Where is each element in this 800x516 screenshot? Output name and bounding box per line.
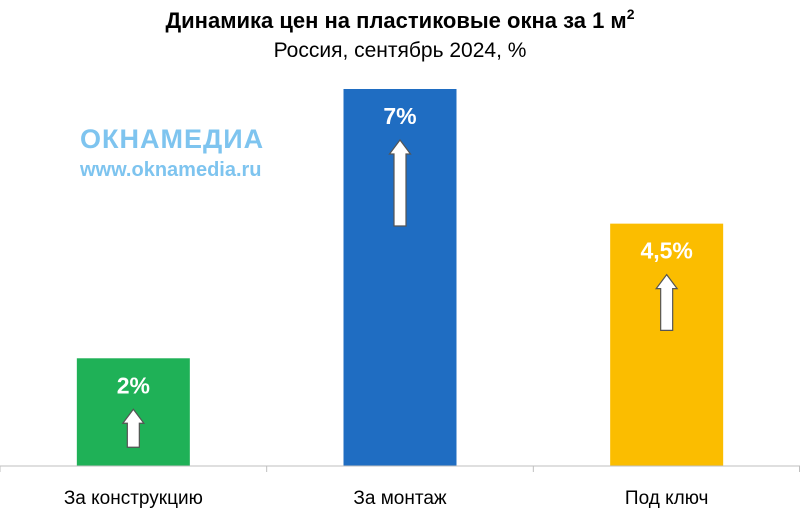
category-label-2: За монтаж — [353, 488, 446, 509]
bar-3 — [610, 223, 724, 466]
data-label-3: 4,5% — [640, 238, 692, 264]
chart-title-text: Динамика цен на пластиковые окна за 1 м — [165, 8, 627, 33]
watermark-url: www.oknamedia.ru — [80, 159, 262, 181]
category-label-1: За конструкцию — [64, 488, 203, 509]
up-arrow-icon — [654, 273, 679, 331]
category-label-3: Под ключ — [625, 488, 709, 509]
data-label-1: 2% — [117, 372, 150, 398]
chart-title-superscript: 2 — [626, 6, 635, 22]
watermark: ОКНАМЕДИА www.oknamedia.ru — [80, 124, 320, 184]
watermark-logo: ОКНАМЕДИА — [80, 124, 265, 154]
data-label-2: 7% — [383, 103, 416, 129]
chart-title: Динамика цен на пластиковые окна за 1 м2 — [0, 6, 800, 34]
up-arrow-icon — [388, 139, 412, 227]
chart-subtitle: Россия, сентябрь 2024, % — [273, 39, 527, 62]
up-arrow-icon — [121, 408, 146, 448]
